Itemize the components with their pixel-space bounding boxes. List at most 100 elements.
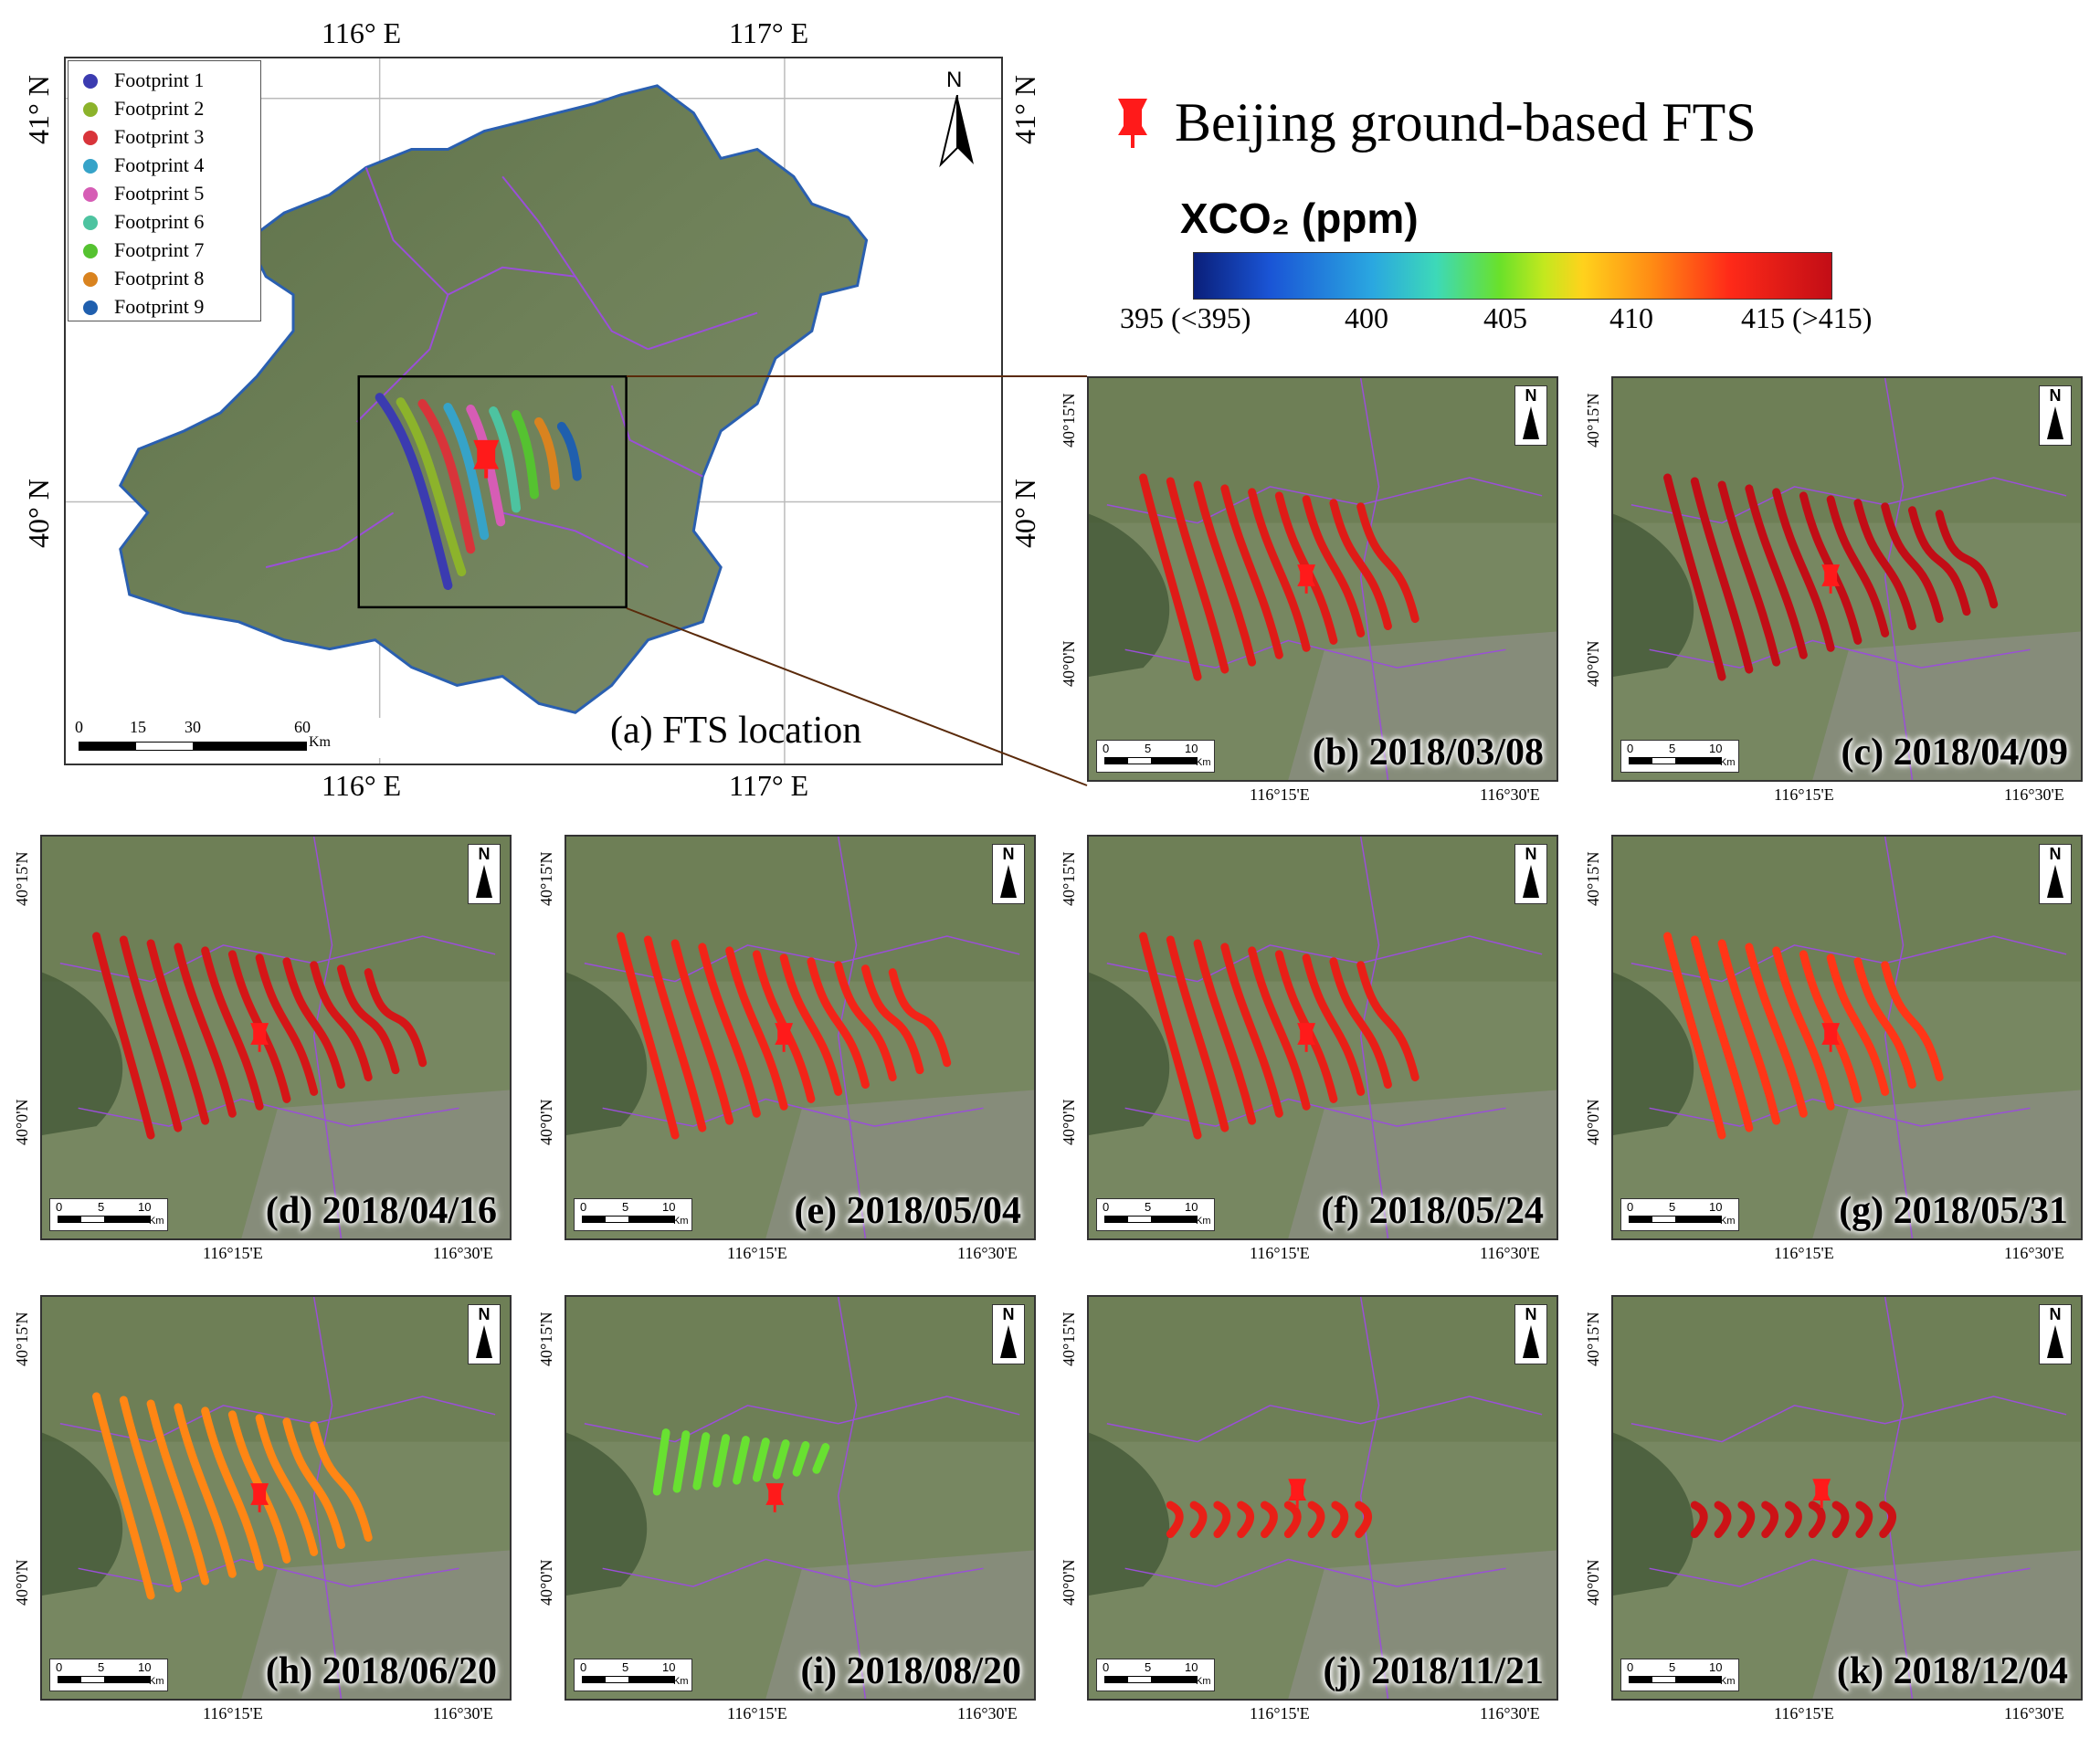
scale-bar: 0 5 10 Km [574, 1659, 692, 1691]
panel-svg [42, 837, 510, 1238]
panel-svg [1613, 1297, 2081, 1699]
scale-bar-graphic [58, 1216, 151, 1223]
footprint-track [1855, 1501, 1873, 1539]
footprint-track-1 [375, 393, 453, 590]
lat-tick-40-15: 40°15'N [537, 1311, 555, 1366]
footprint-track-2 [396, 397, 467, 577]
main-top-lon-117: 117° E [729, 16, 809, 49]
map-panel-g: N 0 5 10 Km (g) 2018/05/31 [1611, 835, 2083, 1240]
main-scale-unit: Km [309, 734, 331, 750]
footprint-track [1331, 1501, 1349, 1539]
scale-bar: 0 5 10 Km [1620, 740, 1739, 773]
footprint-track [1329, 957, 1392, 1089]
lat-tick-40-0: 40°0'N [1060, 1099, 1078, 1145]
colorbar-title-text: XCO₂ (ppm) [1180, 195, 1419, 242]
scale-tick-5: 5 [1669, 742, 1676, 755]
scale-tick-5: 5 [1145, 1200, 1152, 1214]
lat-tick-40-0: 40°0'N [13, 1099, 31, 1145]
scale-bar-graphic [582, 1216, 675, 1223]
lon-tick-116-30: 116°30'E [1480, 1704, 1540, 1722]
footprint-track [1139, 473, 1202, 681]
scale-bar-graphic [1104, 1676, 1198, 1683]
scale-tick-5: 5 [98, 1660, 105, 1674]
footprint-track [282, 1417, 345, 1549]
scale-bar: 0 5 10 Km [1096, 740, 1215, 773]
scale-tick-5: 5 [622, 1660, 629, 1674]
fts-marker [250, 1483, 269, 1512]
footprint-track [1283, 1501, 1302, 1539]
scale-tick-0: 0 [580, 1660, 587, 1674]
colorbar-tick-415: 415 (>415) [1741, 301, 1873, 334]
footprint-track [255, 1414, 319, 1556]
footprint-track [752, 1438, 770, 1482]
footprint-track [1690, 935, 1754, 1132]
scale-tick-10: 10 [1185, 1200, 1198, 1214]
north-arrow-icon: N [992, 844, 1025, 904]
lon-tick-116-30: 116°30'E [2004, 1704, 2064, 1722]
fts-marker [473, 439, 500, 479]
lon-tick-116-30: 116°30'E [1480, 1244, 1540, 1262]
footprint-track [1307, 1501, 1325, 1539]
footprint-track [1879, 1501, 1897, 1539]
scale-tick-5: 5 [1669, 1660, 1676, 1674]
footprint-track [1166, 935, 1229, 1132]
scale-tick-0: 0 [1627, 1660, 1634, 1674]
legend-dot-icon [83, 272, 98, 287]
scale-unit: Km [1196, 1216, 1211, 1227]
scale-bar-graphic [58, 1676, 151, 1683]
main-top-lon-116: 116° E [322, 16, 402, 49]
scale-bar-graphic [1104, 757, 1198, 764]
scale-tick-10: 10 [1709, 742, 1723, 755]
map-panel-d: N 0 5 10 Km (d) 2018/04/16 [40, 835, 512, 1240]
lon-tick-116-15: 116°15'E [727, 1244, 787, 1262]
north-arrow-icon: N [2039, 1304, 2072, 1364]
district-lines [265, 167, 758, 569]
legend-dot-icon [83, 216, 98, 230]
panel-svg [566, 837, 1034, 1238]
footprint-track [1193, 480, 1257, 667]
footprint-track [1745, 943, 1808, 1118]
legend-label: Footprint 6 [114, 210, 205, 233]
footprint-track [310, 1421, 373, 1543]
lon-tick-116-30: 116°30'E [433, 1244, 493, 1262]
north-arrow-icon: N [2039, 385, 2072, 446]
panel-label: (c) 2018/04/09 [1841, 732, 2068, 774]
map-panel-c: N 0 5 10 Km (c) 2018/04/09 [1611, 376, 2083, 782]
scale-tick-10: 10 [1185, 1660, 1198, 1674]
north-arrow-icon: N [992, 1304, 1025, 1364]
panel-svg [1089, 1297, 1557, 1699]
footprint-track [1907, 506, 1971, 616]
scale-bar: 0 5 10 Km [49, 1198, 168, 1231]
lat-tick-40-0: 40°0'N [1584, 1559, 1602, 1606]
main-bottom-lon-116: 116° E [322, 769, 402, 802]
lat-tick-40-15: 40°15'N [1060, 1311, 1078, 1366]
colorbar-tick-410: 410 [1609, 301, 1653, 334]
footprint-track [1717, 480, 1781, 667]
scale-tick-0: 0 [1627, 742, 1634, 755]
north-label: N [478, 845, 491, 863]
scale-bar-graphic [582, 1676, 675, 1683]
footprint-track [652, 1428, 670, 1496]
panel-label: (i) 2018/08/20 [800, 1650, 1021, 1692]
lon-tick-116-15: 116°15'E [727, 1704, 787, 1722]
footprint-track [1193, 939, 1257, 1125]
footprint-track [1853, 957, 1916, 1089]
footprint-track [1248, 488, 1311, 652]
lat-tick-40-0: 40°0'N [13, 1559, 31, 1606]
scale-tick-5: 5 [1145, 1660, 1152, 1674]
legend-label: Footprint 8 [114, 267, 205, 290]
lon-tick-116-15: 116°15'E [1250, 1704, 1310, 1722]
lat-tick-40-0: 40°0'N [1584, 1099, 1602, 1145]
footprint-track [712, 1434, 731, 1488]
lon-tick-116-15: 116°15'E [1774, 785, 1834, 804]
north-label: N [1525, 1305, 1537, 1323]
colorbar [1193, 252, 1832, 300]
legend-label: Footprint 5 [114, 182, 205, 205]
north-arrow-icon: N [468, 844, 501, 904]
footprint-track [1772, 488, 1835, 652]
north-arrow-icon: N [1514, 844, 1547, 904]
fts-marker [1821, 1023, 1841, 1052]
footprint-track [1737, 1501, 1756, 1539]
footprint-track [119, 1396, 183, 1593]
fts-pin-icon [1118, 99, 1147, 148]
